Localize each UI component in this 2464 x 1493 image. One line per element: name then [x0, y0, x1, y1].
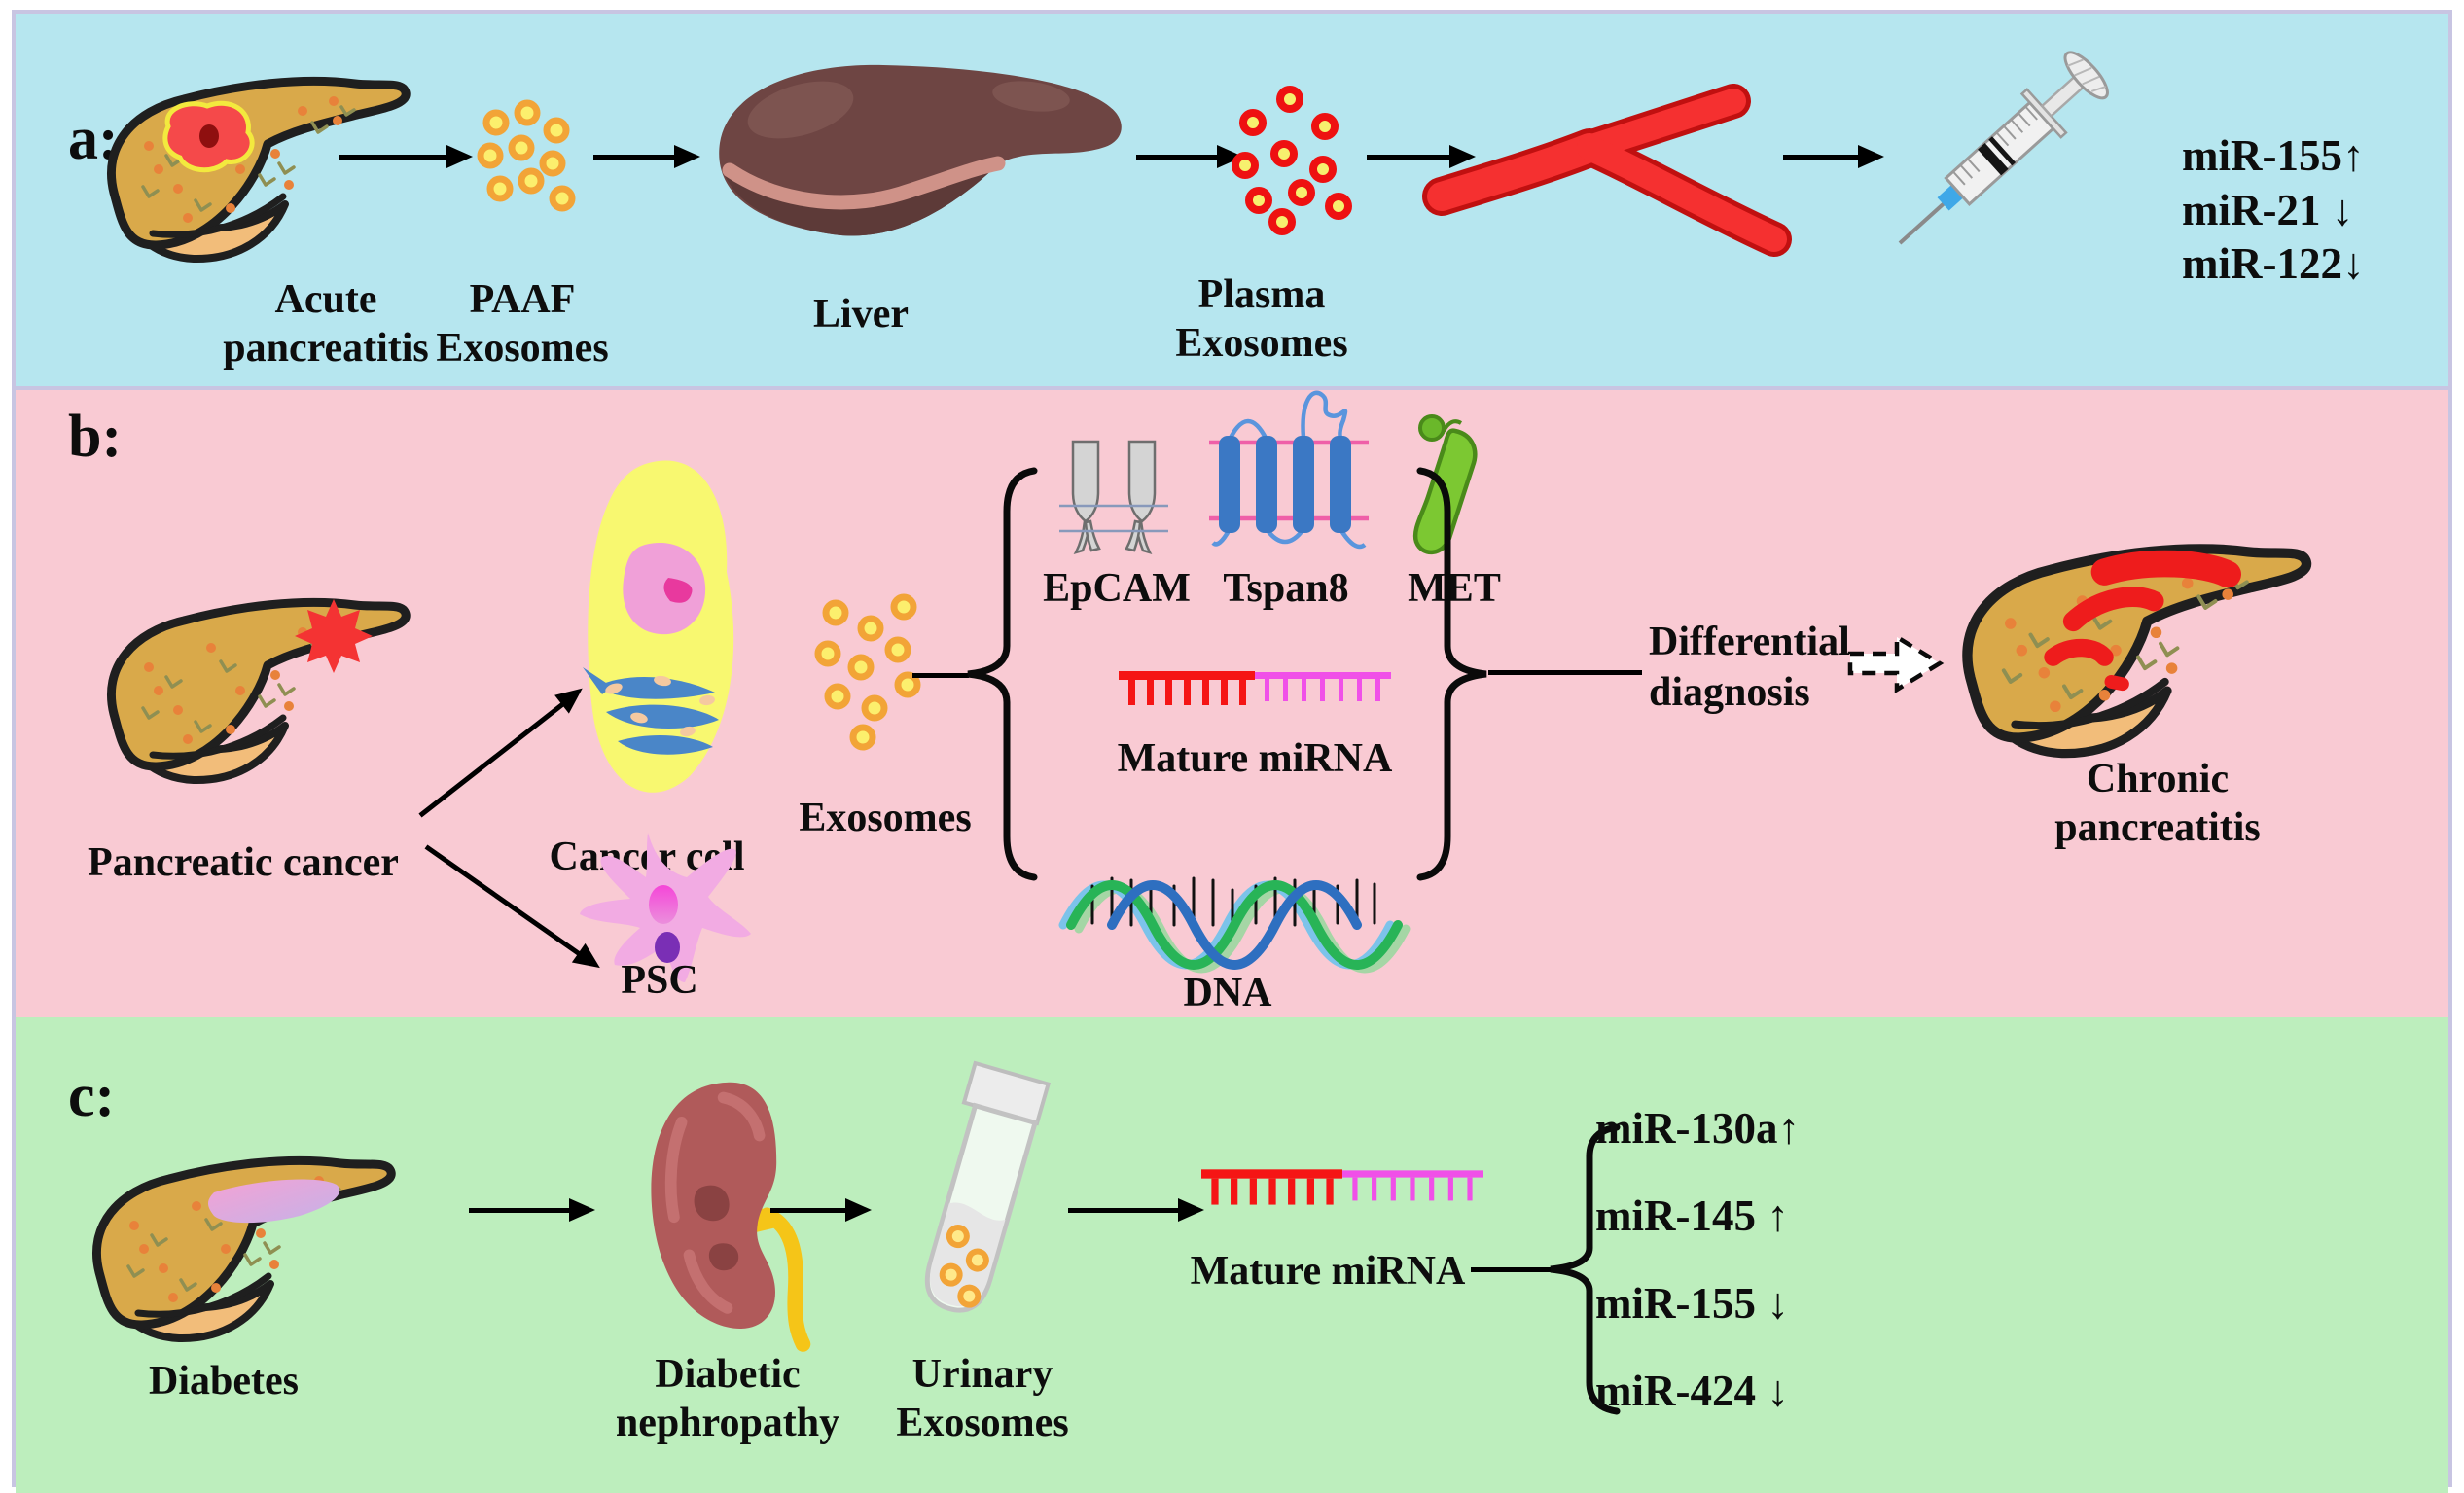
panel-c-tag: c: [68, 1063, 116, 1129]
paaf-exosomes-label: PAAF Exosomes [436, 277, 609, 371]
chronic-pancreatitis-label: Chronic pancreatitis [2054, 757, 2261, 850]
mir-result-a-3: miR-122↓ [2182, 239, 2365, 288]
exosomes-b-label: Exosomes [799, 796, 972, 840]
panel-a [16, 14, 2448, 386]
psc-label: PSC [621, 958, 698, 1003]
brace-connector-left [912, 673, 969, 678]
paaf-exosomes-icon [475, 103, 576, 216]
tspan8-icon [1209, 390, 1369, 550]
diabetic-nephropathy-label: Diabetic nephropathy [615, 1352, 840, 1445]
diabetes-pancreas-icon [78, 1130, 399, 1359]
dashed-arrow-icon [1847, 632, 1945, 694]
right-brace-icon [1416, 467, 1487, 881]
epcam-icon [1059, 440, 1168, 554]
urine-tube-icon [924, 1060, 1052, 1313]
brace-connector-c [1471, 1267, 1551, 1272]
left-brace-icon [967, 467, 1038, 881]
mature-mirna-b-icon [1119, 671, 1391, 705]
diabetes-label: Diabetes [149, 1359, 299, 1404]
met-label: MET [1408, 566, 1501, 611]
mir-result-c-2: miR-145 ↑ [1595, 1191, 1789, 1240]
panel-c [16, 1017, 2448, 1493]
panel-b-tag: b: [68, 404, 123, 470]
acute-pancreas-icon [92, 51, 413, 279]
urinary-exosomes-label: Urinary Exosomes [896, 1352, 1069, 1445]
mir-result-c-1: miR-130a↑ [1595, 1104, 1800, 1153]
arrow-icon [593, 145, 700, 168]
tspan8-label: Tspan8 [1223, 566, 1349, 611]
arrow-icon [1136, 145, 1243, 168]
epcam-label: EpCAM [1043, 566, 1191, 611]
exosomes-b-icon [810, 595, 927, 753]
arrow-icon [770, 1198, 872, 1222]
differential-diagnosis-label: Differential diagnosis [1649, 620, 1850, 715]
mir-result-c-3: miR-155 ↓ [1595, 1279, 1789, 1328]
dna-label: DNA [1183, 971, 1272, 1015]
liver-icon [719, 64, 1122, 236]
dna-icon [1058, 876, 1411, 974]
syringe-icon [1898, 51, 2109, 245]
mir-result-a-2: miR-21 ↓ [2182, 186, 2354, 234]
kidney-icon [651, 1082, 811, 1352]
blood-vessel-icon [1422, 84, 1792, 257]
mature-mirna-c-icon [1201, 1169, 1483, 1205]
plasma-exosomes-icon [1228, 84, 1358, 226]
arrow-icon [1068, 1198, 1204, 1222]
cancer-cell-icon [583, 460, 734, 793]
mature-mirna-b-label: Mature miRNA [1117, 736, 1393, 781]
chronic-pancreatitis-icon [1946, 514, 2315, 777]
mir-result-a-1: miR-155↑ [2182, 131, 2365, 180]
psc-cell-icon [580, 833, 751, 982]
arrow-icon [339, 145, 473, 168]
arrow-icon [1783, 145, 1884, 168]
arrow-icon [469, 1198, 595, 1222]
brace-c-icon [1550, 1123, 1621, 1415]
brace-connector-right [1488, 670, 1642, 675]
pancreatic-cancer-icon [92, 572, 413, 800]
pancreatic-cancer-label: Pancreatic cancer [88, 840, 399, 885]
plasma-exosomes-label: Plasma Exosomes [1175, 272, 1348, 366]
mature-mirna-c-label: Mature miRNA [1190, 1249, 1466, 1294]
liver-label: Liver [813, 292, 909, 337]
acute-pancreatitis-label: Acute pancreatitis [223, 277, 429, 371]
arrow-icon [1367, 145, 1476, 168]
mir-result-c-4: miR-424 ↓ [1595, 1367, 1789, 1415]
